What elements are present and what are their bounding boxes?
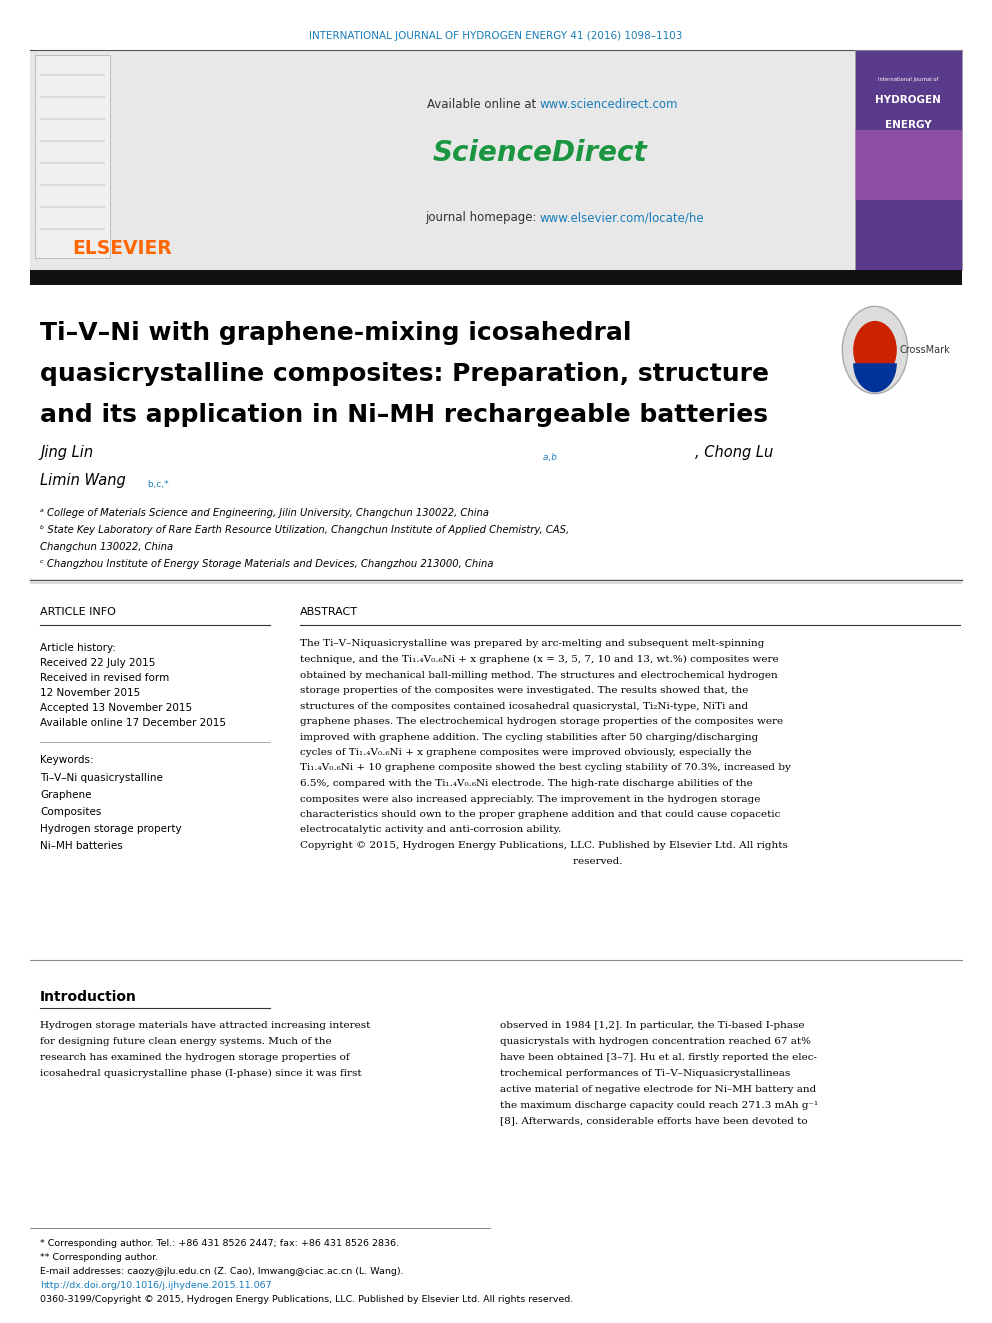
Text: a,b: a,b (540, 452, 557, 462)
Text: ᵃ College of Materials Science and Engineering, Jilin University, Changchun 1300: ᵃ College of Materials Science and Engin… (40, 508, 489, 519)
Text: INTERNATIONAL JOURNAL OF HYDROGEN ENERGY 41 (2016) 1098–1103: INTERNATIONAL JOURNAL OF HYDROGEN ENERGY… (310, 30, 682, 41)
Text: electrocatalytic activity and anti-corrosion ability.: electrocatalytic activity and anti-corro… (300, 826, 561, 835)
Text: icosahedral quasicrystalline phase (I-phase) since it was first: icosahedral quasicrystalline phase (I-ph… (40, 1069, 362, 1077)
Text: 12 November 2015: 12 November 2015 (40, 688, 140, 699)
Text: obtained by mechanical ball-milling method. The structures and electrochemical h: obtained by mechanical ball-milling meth… (300, 671, 778, 680)
Text: research has examined the hydrogen storage properties of: research has examined the hydrogen stora… (40, 1053, 349, 1061)
Text: observed in 1984 [1,2]. In particular, the Ti-based I-phase: observed in 1984 [1,2]. In particular, t… (500, 1020, 805, 1029)
Bar (855, 50, 962, 270)
Text: Changchun 130022, China: Changchun 130022, China (40, 542, 174, 552)
Text: storage properties of the composites were investigated. The results showed that,: storage properties of the composites wer… (300, 687, 748, 695)
Bar (30, 50, 215, 270)
Text: ** Corresponding author.: ** Corresponding author. (40, 1253, 159, 1262)
Text: 0360-3199/Copyright © 2015, Hydrogen Energy Publications, LLC. Published by Else: 0360-3199/Copyright © 2015, Hydrogen Ene… (40, 1294, 573, 1303)
Text: Introduction: Introduction (40, 990, 137, 1004)
Text: Ti–V–Ni with graphene-mixing icosahedral: Ti–V–Ni with graphene-mixing icosahedral (40, 321, 632, 345)
Text: ENERGY: ENERGY (885, 120, 931, 130)
Text: Ti–V–Ni quasicrystalline: Ti–V–Ni quasicrystalline (40, 773, 163, 783)
Text: Hydrogen storage materials have attracted increasing interest: Hydrogen storage materials have attracte… (40, 1020, 370, 1029)
Text: composites were also increased appreciably. The improvement in the hydrogen stor: composites were also increased appreciab… (300, 795, 761, 803)
Text: CrossMark: CrossMark (900, 345, 950, 355)
Text: for designing future clean energy systems. Much of the: for designing future clean energy system… (40, 1036, 331, 1045)
Text: quasicrystalline composites: Preparation, structure: quasicrystalline composites: Preparation… (40, 363, 769, 386)
Text: characteristics should own to the proper graphene addition and that could cause : characteristics should own to the proper… (300, 810, 781, 819)
Text: ABSTRACT: ABSTRACT (300, 607, 358, 617)
Wedge shape (853, 364, 897, 393)
Text: , Chong Lu: , Chong Lu (694, 446, 773, 460)
Text: Limin Wang: Limin Wang (40, 472, 126, 487)
Text: Ti₁.₄V₀.₆Ni + 10 graphene composite showed the best cycling stability of 70.3%, : Ti₁.₄V₀.₆Ni + 10 graphene composite show… (300, 763, 791, 773)
Text: Ni–MH batteries: Ni–MH batteries (40, 841, 123, 851)
Text: Composites: Composites (40, 807, 101, 818)
Text: ScienceDirect: ScienceDirect (433, 139, 648, 167)
Circle shape (842, 307, 908, 394)
Text: active material of negative electrode for Ni–MH battery and: active material of negative electrode fo… (500, 1085, 816, 1094)
Text: Available online at: Available online at (427, 98, 540, 111)
Text: The Ti–V–Niquasicrystalline was prepared by arc-melting and subsequent melt-spin: The Ti–V–Niquasicrystalline was prepared… (300, 639, 765, 648)
Text: improved with graphene addition. The cycling stabilities after 50 charging/disch: improved with graphene addition. The cyc… (300, 733, 758, 741)
Text: technique, and the Ti₁.₄V₀.₆Ni + x graphene (x = 3, 5, 7, 10 and 13, wt.%) compo: technique, and the Ti₁.₄V₀.₆Ni + x graph… (300, 655, 779, 664)
Text: http://dx.doi.org/10.1016/j.ijhydene.2015.11.067: http://dx.doi.org/10.1016/j.ijhydene.201… (40, 1281, 272, 1290)
Text: Received in revised form: Received in revised form (40, 673, 170, 683)
Text: have been obtained [3–7]. Hu et al. firstly reported the elec-: have been obtained [3–7]. Hu et al. firs… (500, 1053, 817, 1061)
Text: and its application in Ni–MH rechargeable batteries: and its application in Ni–MH rechargeabl… (40, 404, 768, 427)
Bar (855, 130, 962, 200)
Text: 6.5%, compared with the Ti₁.₄V₀.₆Ni electrode. The high-rate discharge abilities: 6.5%, compared with the Ti₁.₄V₀.₆Ni elec… (300, 779, 753, 789)
Text: journal homepage:: journal homepage: (425, 212, 540, 225)
Text: trochemical performances of Ti–V–Niquasicrystallineas: trochemical performances of Ti–V–Niquasi… (500, 1069, 791, 1077)
Bar (30, 270, 962, 284)
Bar (215, 50, 855, 270)
Text: ᶜ Changzhou Institute of Energy Storage Materials and Devices, Changzhou 213000,: ᶜ Changzhou Institute of Energy Storage … (40, 560, 493, 569)
Text: Available online 17 December 2015: Available online 17 December 2015 (40, 718, 226, 728)
Text: E-mail addresses: caozy@jlu.edu.cn (Z. Cao), lmwang@ciac.ac.cn (L. Wang).: E-mail addresses: caozy@jlu.edu.cn (Z. C… (40, 1266, 404, 1275)
Text: Keywords:: Keywords: (40, 755, 93, 765)
Text: HYDROGEN: HYDROGEN (875, 95, 941, 105)
Text: cycles of Ti₁.₄V₀.₆Ni + x graphene composites were improved obviously, especiall: cycles of Ti₁.₄V₀.₆Ni + x graphene compo… (300, 747, 752, 757)
Text: Graphene: Graphene (40, 790, 91, 800)
Text: ᵇ State Key Laboratory of Rare Earth Resource Utilization, Changchun Institute o: ᵇ State Key Laboratory of Rare Earth Res… (40, 525, 569, 534)
Text: www.sciencedirect.com: www.sciencedirect.com (540, 98, 679, 111)
Text: [8]. Afterwards, considerable efforts have been devoted to: [8]. Afterwards, considerable efforts ha… (500, 1117, 807, 1126)
Text: Jing Lin: Jing Lin (40, 446, 93, 460)
Text: Accepted 13 November 2015: Accepted 13 November 2015 (40, 703, 192, 713)
Text: * Corresponding author. Tel.: +86 431 8526 2447; fax: +86 431 8526 2836.: * Corresponding author. Tel.: +86 431 85… (40, 1238, 399, 1248)
Text: b,c,*: b,c,* (145, 480, 169, 490)
Text: International Journal of: International Journal of (878, 78, 938, 82)
Text: graphene phases. The electrochemical hydrogen storage properties of the composit: graphene phases. The electrochemical hyd… (300, 717, 783, 726)
Text: Article history:: Article history: (40, 643, 116, 654)
Text: Copyright © 2015, Hydrogen Energy Publications, LLC. Published by Elsevier Ltd. : Copyright © 2015, Hydrogen Energy Public… (300, 841, 788, 849)
Text: Received 22 July 2015: Received 22 July 2015 (40, 658, 156, 668)
Text: Hydrogen storage property: Hydrogen storage property (40, 824, 182, 833)
Bar (35, 56, 110, 258)
Text: the maximum discharge capacity could reach 271.3 mAh g⁻¹: the maximum discharge capacity could rea… (500, 1101, 818, 1110)
Text: www.elsevier.com/locate/he: www.elsevier.com/locate/he (540, 212, 704, 225)
Circle shape (853, 321, 897, 380)
Text: reserved.: reserved. (300, 856, 623, 865)
Text: ARTICLE INFO: ARTICLE INFO (40, 607, 116, 617)
Text: quasicrystals with hydrogen concentration reached 67 at%: quasicrystals with hydrogen concentratio… (500, 1036, 811, 1045)
Text: ELSEVIER: ELSEVIER (72, 238, 172, 258)
Text: structures of the composites contained icosahedral quasicrystal, Ti₂Ni-type, NiT: structures of the composites contained i… (300, 701, 748, 710)
